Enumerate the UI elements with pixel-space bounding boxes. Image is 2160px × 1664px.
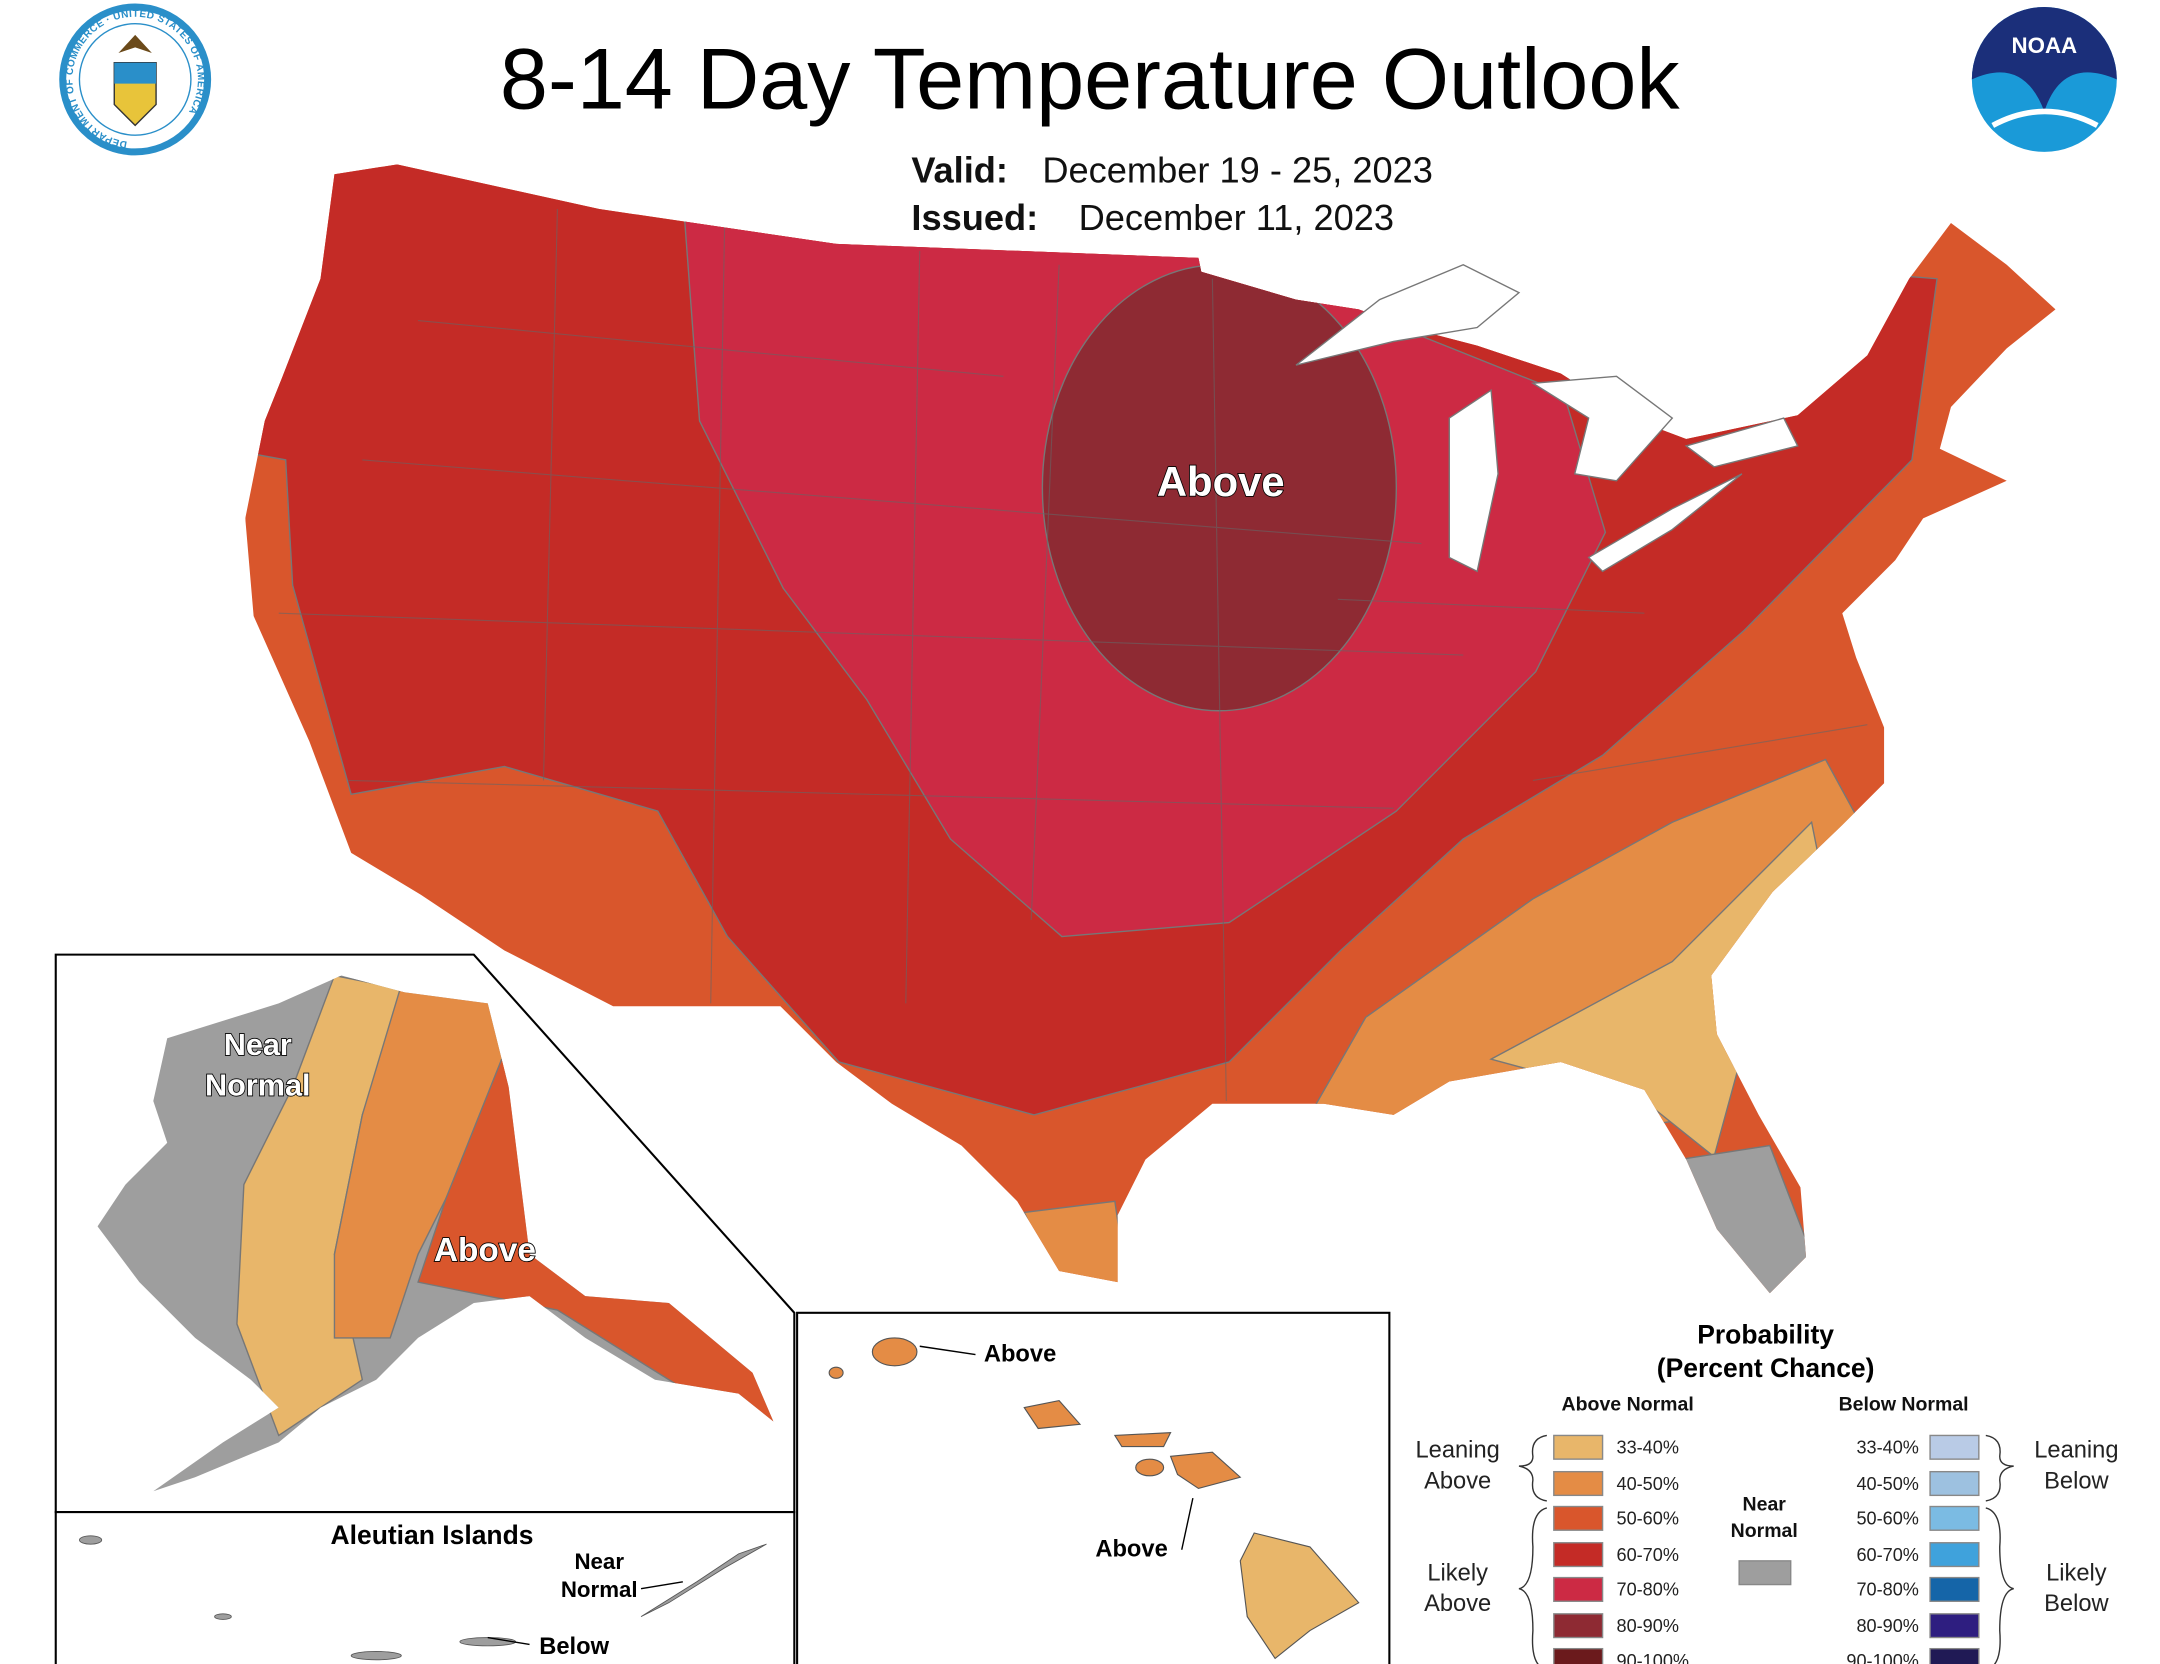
leaning-below-brace xyxy=(1985,1434,2014,1502)
likely-below-brace xyxy=(1985,1507,2014,1664)
legend-above-swatch-4 xyxy=(1553,1576,1604,1602)
aleutian-inset-frame xyxy=(54,1511,796,1664)
state-boundaries xyxy=(278,209,1868,1101)
likely-above-label-2: Above xyxy=(1424,1591,1491,1617)
noaa-logo-text: NOAA xyxy=(2012,33,2078,58)
commerce-seal-logo: DEPARTMENT OF COMMERCE · UNITED STATES O… xyxy=(59,3,212,156)
region-40-50-texas xyxy=(1023,1200,1130,1294)
legend-subtitle: (Percent Chance) xyxy=(1657,1353,1875,1383)
valid-label: Valid: xyxy=(911,150,1008,191)
alaska-near-normal-label-2: Normal xyxy=(205,1068,311,1102)
alaska-near-normal-label-1: Near xyxy=(224,1028,292,1062)
legend-above-range-1: 40-50% xyxy=(1617,1474,1679,1494)
legend-above-swatch-5 xyxy=(1553,1613,1604,1639)
legend-above-swatch-3 xyxy=(1553,1542,1604,1568)
legend-above-range-2: 50-60% xyxy=(1617,1509,1679,1529)
legend-below-swatch-6 xyxy=(1929,1647,1980,1664)
legend-below-swatch-0 xyxy=(1929,1434,1980,1460)
leaning-above-label-2: Above xyxy=(1424,1468,1491,1494)
page-title: 8-14 Day Temperature Outlook xyxy=(500,32,1680,128)
likely-below-label-2: Below xyxy=(2044,1591,2109,1617)
region-near-normal-florida xyxy=(1678,1144,1813,1294)
legend-below-range-1: 40-50% xyxy=(1856,1474,1918,1494)
alaska-above-label: Above xyxy=(434,1232,536,1269)
aleutian-near-label-1: Near xyxy=(574,1549,624,1574)
legend-below-range-0: 33-40% xyxy=(1856,1438,1918,1458)
near-normal-label-1: Near xyxy=(1743,1494,1787,1516)
hawaii-above-label-south: Above xyxy=(1095,1537,1167,1563)
legend-below-swatch-2 xyxy=(1929,1505,1980,1531)
hawaii-islands xyxy=(828,1337,1360,1660)
legend-below-swatch-5 xyxy=(1929,1613,1980,1639)
legend-below-swatch-3 xyxy=(1929,1542,1980,1568)
legend-below-range-2: 50-60% xyxy=(1856,1509,1918,1529)
legend-above-range-4: 70-80% xyxy=(1617,1580,1679,1600)
legend-below-range-4: 70-80% xyxy=(1856,1580,1918,1600)
legend-below-range-3: 60-70% xyxy=(1856,1545,1918,1565)
issued-date: December 11, 2023 xyxy=(1079,197,1394,238)
hawaii-north-pointer xyxy=(919,1345,976,1356)
hawaii-above-label-north: Above xyxy=(984,1342,1056,1368)
legend-above-swatch-2 xyxy=(1553,1505,1604,1531)
legend-above-header: Above Normal xyxy=(1562,1393,1694,1415)
legend-above-range-6: 90-100% xyxy=(1617,1651,1689,1664)
near-normal-swatch xyxy=(1738,1560,1792,1586)
legend-above-range-0: 33-40% xyxy=(1617,1438,1679,1458)
legend-above-swatch-6 xyxy=(1553,1647,1604,1664)
likely-above-brace xyxy=(1518,1507,1548,1664)
legend-rows: 33-40% 40-50% 50-60% 60-70% 70-80% 80-90% 90-1… xyxy=(1553,1434,1980,1664)
legend-above-range-5: 80-90% xyxy=(1617,1616,1679,1636)
aleutian-below-label: Below xyxy=(539,1634,609,1660)
aleutian-near-label-2: Normal xyxy=(561,1577,638,1602)
legend-above-range-3: 60-70% xyxy=(1617,1545,1679,1565)
aleutian-title: Aleutian Islands xyxy=(331,1520,534,1550)
aleutian-near-pointer xyxy=(640,1581,683,1590)
legend-above-swatch-0 xyxy=(1553,1434,1604,1460)
hawaii-south-pointer xyxy=(1181,1498,1194,1550)
likely-below-label-1: Likely xyxy=(2046,1560,2107,1586)
conus-above-label: Above xyxy=(1157,458,1285,505)
legend-below-swatch-1 xyxy=(1929,1470,1980,1497)
legend-below-swatch-4 xyxy=(1929,1576,1980,1602)
legend-below-range-5: 80-90% xyxy=(1856,1616,1918,1636)
aleutian-islands xyxy=(79,1535,767,1661)
noaa-logo: NOAA xyxy=(1971,6,2117,152)
leaning-below-label-2: Below xyxy=(2044,1468,2109,1494)
legend-title: Probability xyxy=(1697,1319,1834,1349)
leaning-below-label-1: Leaning xyxy=(2034,1438,2118,1464)
near-normal-label-2: Normal xyxy=(1731,1520,1798,1542)
issued-label: Issued: xyxy=(911,197,1038,238)
valid-dates: December 19 - 25, 2023 xyxy=(1042,150,1433,191)
leaning-above-brace xyxy=(1518,1434,1547,1502)
legend-above-swatch-1 xyxy=(1553,1470,1604,1497)
legend-below-header: Below Normal xyxy=(1839,1393,1969,1415)
legend-below-range-6: 90-100% xyxy=(1846,1651,1918,1664)
leaning-above-label-1: Leaning xyxy=(1415,1438,1499,1464)
probability-legend: Probability (Percent Chance) Above Norma… xyxy=(1415,1319,2119,1664)
great-lakes xyxy=(1295,264,1799,573)
aleutian-below-pointer xyxy=(487,1636,530,1646)
likely-above-label-1: Likely xyxy=(1427,1560,1488,1586)
